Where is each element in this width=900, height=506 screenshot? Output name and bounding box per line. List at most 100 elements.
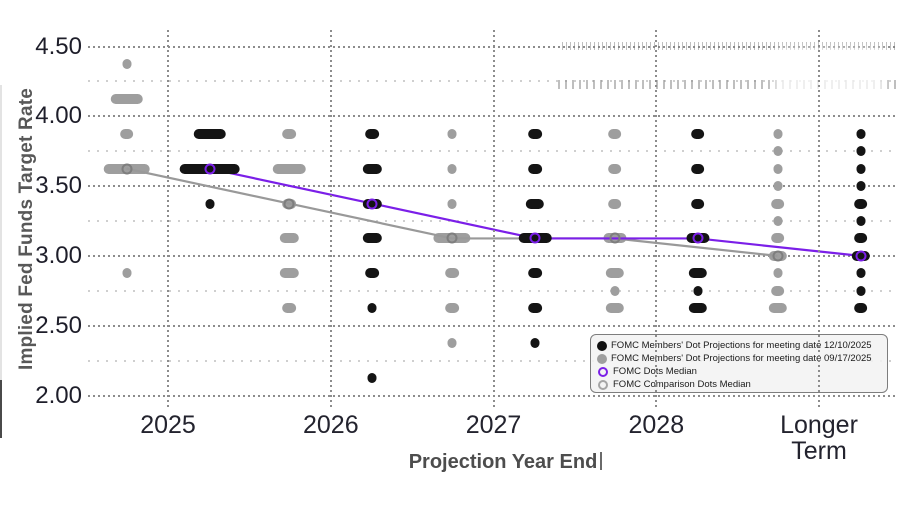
gray-ring-icon xyxy=(598,379,608,390)
dot-cluster xyxy=(367,303,377,314)
gray-dot-icon xyxy=(597,353,607,364)
y-tick-label: 4.00 xyxy=(35,102,82,130)
dot-cluster xyxy=(282,128,297,139)
watermark-artifact xyxy=(558,80,898,89)
dot-cluster xyxy=(363,163,382,174)
legend-label: FOMC Comparison Dots Median xyxy=(613,379,751,390)
watermark-artifact xyxy=(562,42,896,50)
dot-cluster xyxy=(445,303,459,314)
dot-cluster xyxy=(528,303,542,314)
grid-line-v xyxy=(818,30,820,410)
legend-label: FOMC Members' Dot Projections for meetin… xyxy=(611,340,872,351)
x-axis-title: Projection Year End xyxy=(408,451,598,473)
y-tick-label: 2.50 xyxy=(35,311,82,339)
legend-item-comparison-median: FOMC Comparison Dots Median xyxy=(597,378,881,391)
median-marker xyxy=(283,198,295,210)
dot-cluster xyxy=(690,128,705,139)
legend-item-gray-dots: FOMC Members' Dot Projections for meetin… xyxy=(597,352,881,365)
dot-cluster xyxy=(282,303,297,314)
dot-cluster xyxy=(693,285,703,296)
dot-cluster xyxy=(856,163,865,174)
dot-cluster xyxy=(856,216,865,226)
dot-cluster xyxy=(770,285,785,296)
legend-label: FOMC Members' Dot Projections for meetin… xyxy=(611,353,872,364)
dot-cluster xyxy=(122,58,131,69)
dot-cluster xyxy=(610,285,620,296)
legend-item-black-dots: FOMC Members' Dot Projections for meetin… xyxy=(597,339,881,352)
dot-cluster xyxy=(856,146,865,157)
grid-line-v xyxy=(167,30,169,410)
median-marker xyxy=(529,232,541,244)
dot-cluster xyxy=(856,181,865,192)
dot-cluster xyxy=(447,198,457,209)
edge-artifact xyxy=(600,452,602,470)
dot-cluster xyxy=(367,373,377,384)
median-marker xyxy=(121,163,132,175)
dot-cluster xyxy=(773,181,782,192)
median-marker xyxy=(446,232,458,244)
dot-cluster xyxy=(205,198,214,209)
dot-cluster xyxy=(528,128,542,139)
median-marker xyxy=(609,232,621,244)
grid-line-v xyxy=(492,30,495,410)
dot-cluster xyxy=(605,268,624,279)
dot-cluster xyxy=(853,303,868,314)
dot-cluster xyxy=(119,128,134,139)
dot-cluster xyxy=(447,338,457,349)
dot-cluster xyxy=(365,268,380,279)
dot-cluster xyxy=(856,268,865,279)
dot-cluster xyxy=(773,128,782,139)
median-marker xyxy=(692,232,704,244)
y-tick-label: 4.50 xyxy=(35,32,82,60)
dot-cluster xyxy=(528,268,542,279)
dot-cluster xyxy=(688,268,707,279)
median-marker xyxy=(366,198,378,210)
y-tick-label: 3.00 xyxy=(35,241,82,269)
dot-cluster xyxy=(853,233,868,244)
legend-label: FOMC Dots Median xyxy=(613,366,697,377)
dot-cluster xyxy=(773,146,782,157)
median-marker xyxy=(855,250,866,262)
dot-cluster xyxy=(607,163,622,174)
dot-cluster xyxy=(770,198,785,209)
dot-cluster xyxy=(528,163,542,174)
legend-item-dots-median: FOMC Dots Median xyxy=(597,365,881,378)
x-tick-label: 2026 xyxy=(302,411,359,439)
dot-cluster xyxy=(856,285,865,296)
grid-line-v xyxy=(329,30,332,410)
dot-cluster xyxy=(768,303,787,314)
y-tick-label: 3.50 xyxy=(35,172,82,200)
dot-cluster xyxy=(688,303,707,314)
dot-cluster xyxy=(365,128,380,139)
x-tick-label: 2025 xyxy=(140,411,196,439)
dot-cluster xyxy=(690,163,705,174)
dot-cluster xyxy=(770,233,785,244)
dot-cluster xyxy=(280,268,299,279)
dot-cluster xyxy=(273,163,306,174)
median-marker xyxy=(204,163,215,175)
dot-cluster xyxy=(193,128,226,139)
median-marker xyxy=(772,250,783,262)
dot-cluster xyxy=(363,233,382,244)
purple-ring-icon xyxy=(598,366,608,377)
dot-cluster xyxy=(773,268,782,279)
edge-artifact xyxy=(0,85,2,380)
dot-cluster xyxy=(110,93,143,104)
dot-cluster xyxy=(773,216,782,226)
dot-cluster xyxy=(853,198,868,209)
dot-cluster xyxy=(445,268,459,279)
x-tick-label: 2027 xyxy=(465,411,522,439)
dot-cluster xyxy=(122,268,131,279)
dot-cluster xyxy=(607,198,622,209)
dot-cluster xyxy=(280,233,299,244)
black-dot-icon xyxy=(597,340,607,351)
watermark-artifact xyxy=(775,48,885,108)
y-tick-label: 2.00 xyxy=(35,381,82,409)
x-tick-label: 2028 xyxy=(628,411,685,439)
dot-cluster xyxy=(447,163,457,174)
dot-cluster xyxy=(773,163,782,174)
dot-cluster xyxy=(605,303,624,314)
